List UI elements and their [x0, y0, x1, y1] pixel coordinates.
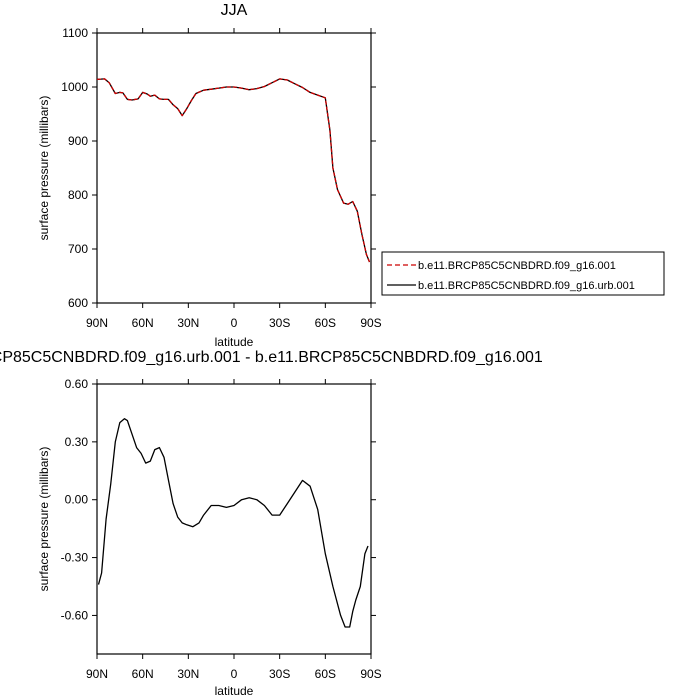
- top-y-tick-label: 1100: [62, 26, 88, 40]
- bottom-y-axis: -0.60 -0.30 0.00 0.30 0.60: [61, 377, 376, 622]
- top-x-axis: 90N 60N 30N 0 30S 60S 90S: [86, 28, 382, 330]
- bottom-y-tick-label: 0.60: [65, 377, 89, 391]
- bottom-x-tick-label: 60S: [315, 667, 336, 681]
- bottom-x-axis-title: latitude: [215, 684, 254, 698]
- top-plot-frame: [96, 32, 372, 304]
- top-series-2-line: [96, 78, 371, 263]
- bottom-x-tick-label: 90S: [360, 667, 381, 681]
- top-x-tick-label: 90N: [86, 316, 108, 330]
- top-y-tick-label: 1000: [61, 80, 88, 94]
- bottom-plot-frame: [96, 383, 372, 655]
- bottom-y-axis-title: surface pressure (millibars): [37, 447, 51, 592]
- bottom-y-tick-label: 0.00: [65, 493, 89, 507]
- bottom-chart-title: b.e11.BRCP85C5CNBDRD.f09_g16.urb.001 - b…: [0, 349, 543, 366]
- top-y-tick-label: 700: [68, 242, 88, 256]
- bottom-y-tick-label: 0.30: [65, 435, 89, 449]
- top-series-group: [96, 78, 371, 263]
- top-chart: JJA 600 700 800 900 1000 1100 90N 60N 30N 0 30S 60…: [37, 2, 382, 349]
- top-x-tick-label: 30S: [269, 316, 290, 330]
- bottom-x-tick-label: 60N: [132, 667, 154, 681]
- top-series-1-line: [96, 78, 371, 263]
- top-x-tick-label: 30N: [177, 316, 199, 330]
- bottom-y-tick-label: -0.60: [61, 608, 89, 622]
- bottom-x-tick-label: 30S: [269, 667, 290, 681]
- bottom-y-tick-label: -0.30: [61, 551, 89, 565]
- legend-box: [381, 251, 665, 296]
- bottom-chart: b.e11.BRCP85C5CNBDRD.f09_g16.urb.001 - b…: [0, 349, 543, 698]
- top-y-axis: 600 700 800 900 1000 1100: [61, 26, 376, 310]
- top-x-tick-label: 60S: [315, 316, 336, 330]
- top-x-tick-label: 60N: [132, 316, 154, 330]
- bottom-series-1-line: [97, 418, 369, 628]
- bottom-x-tick-label: 0: [231, 667, 238, 681]
- top-chart-title: JJA: [221, 2, 248, 19]
- top-x-tick-label: 0: [231, 316, 238, 330]
- top-x-tick-label: 90S: [360, 316, 381, 330]
- legend: b.e11.BRCP85C5CNBDRD.f09_g16.001 b.e11.B…: [381, 251, 665, 296]
- bottom-x-tick-label: 30N: [177, 667, 199, 681]
- top-x-axis-title: latitude: [215, 335, 254, 349]
- top-y-axis-title: surface pressure (millibars): [37, 96, 51, 241]
- legend-label-series-1: b.e11.BRCP85C5CNBDRD.f09_g16.001: [418, 260, 616, 272]
- top-y-tick-label: 900: [68, 134, 88, 148]
- top-y-tick-label: 600: [68, 296, 88, 310]
- bottom-x-axis: 90N 60N 30N 0 30S 60S 90S: [86, 379, 382, 681]
- bottom-x-tick-label: 90N: [86, 667, 108, 681]
- legend-label-series-2: b.e11.BRCP85C5CNBDRD.f09_g16.urb.001: [418, 280, 635, 292]
- bottom-series-group: [97, 418, 369, 628]
- top-y-tick-label: 800: [68, 188, 88, 202]
